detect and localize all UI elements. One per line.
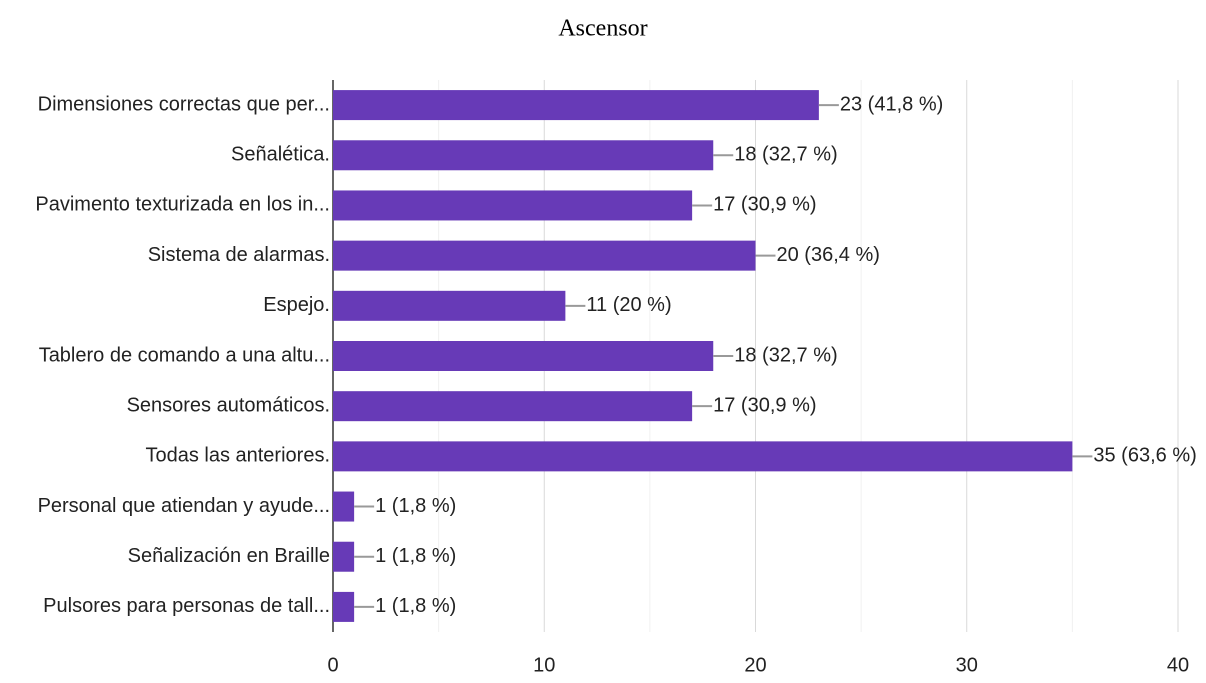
x-tick-label: 20 [744, 654, 766, 676]
chart-title: Ascensor [558, 16, 647, 42]
y-tick-label: Espejo. [263, 294, 330, 316]
value-label: 35 (63,6 %) [1093, 445, 1196, 467]
value-label: 17 (30,9 %) [713, 394, 816, 416]
y-tick-label: Dimensiones correctas que per... [38, 93, 330, 115]
bar [333, 240, 756, 271]
x-tick-label: 10 [533, 654, 555, 676]
y-tick-label: Pavimento texturizada en los in... [35, 194, 330, 216]
value-label: 18 (32,7 %) [734, 344, 837, 366]
value-label: 1 (1,8 %) [375, 545, 456, 567]
x-tick-label: 30 [956, 654, 978, 676]
bar [333, 391, 693, 422]
y-tick-label: Sensores automáticos. [127, 394, 330, 416]
bar [333, 90, 819, 121]
bar [333, 591, 355, 622]
bar [333, 190, 693, 221]
y-tick-label: Todas las anteriores. [145, 445, 330, 467]
value-label: 20 (36,4 %) [777, 244, 880, 266]
bar [333, 441, 1073, 472]
x-tick-label: 0 [327, 654, 338, 676]
value-label: 1 (1,8 %) [375, 495, 456, 517]
value-label: 17 (30,9 %) [713, 194, 816, 216]
y-tick-label: Sistema de alarmas. [148, 244, 330, 266]
y-tick-label: Señalización en Braille [128, 545, 330, 567]
bar [333, 341, 714, 371]
bar [333, 541, 355, 572]
value-label: 11 (20 %) [586, 294, 671, 316]
y-tick-label: Pulsores para personas de tall... [43, 595, 330, 617]
x-tick-label: 40 [1167, 654, 1189, 676]
y-tick-label: Señalética. [231, 144, 330, 166]
bar [333, 290, 566, 321]
value-label: 23 (41,8 %) [840, 93, 943, 115]
y-tick-label: Personal que atiendan y ayude... [38, 495, 330, 517]
y-tick-label: Tablero de comando a una altu... [39, 344, 330, 366]
value-label: 1 (1,8 %) [375, 595, 456, 617]
value-label: 18 (32,7 %) [734, 144, 837, 166]
bar [333, 491, 355, 522]
bar [333, 140, 714, 171]
